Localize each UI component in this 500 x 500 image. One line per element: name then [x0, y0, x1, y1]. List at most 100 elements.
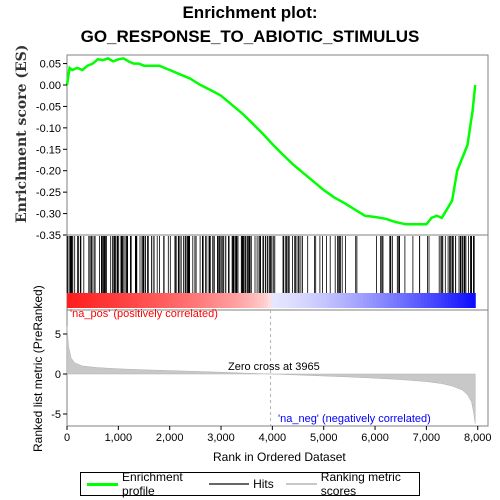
chart-title-line1: Enrichment plot: [182, 3, 318, 22]
neg-label: 'na_neg' (negatively correlated) [278, 413, 431, 425]
color-bar-segment [73, 293, 78, 308]
color-bar-segment [118, 293, 123, 308]
color-bar-segment [379, 293, 384, 308]
color-bar-segment [441, 293, 446, 308]
color-bar-segment [152, 293, 157, 308]
color-bar-segment [328, 293, 333, 308]
color-bar-segment [213, 293, 218, 308]
color-bar-segment [362, 293, 367, 308]
legend-es-swatch [87, 482, 119, 486]
x-tick-label: 0 [64, 432, 70, 444]
pos-label: 'na_pos' (positively correlated) [70, 308, 218, 320]
color-bar-segment [345, 293, 350, 308]
color-bar-segment [342, 293, 347, 308]
color-bar-segment [155, 293, 160, 308]
color-bar-segment [175, 293, 180, 308]
color-bar-segment [182, 293, 187, 308]
color-bar-segment [203, 293, 208, 308]
color-bar-segment [383, 293, 388, 308]
es-y-tick-label: -0.30 [36, 209, 61, 221]
es-y-tick-label: -0.10 [36, 123, 61, 135]
color-bar-segment [148, 293, 153, 308]
color-bar-segment [301, 293, 306, 308]
x-tick-label: 4,000 [259, 432, 287, 444]
color-bar-segment [97, 293, 102, 308]
es-y-tick-label: -0.35 [36, 230, 61, 242]
color-bar-segment [471, 293, 476, 308]
color-bar-segment [80, 293, 85, 308]
color-bar-segment [90, 293, 95, 308]
color-bar-segment [141, 293, 146, 308]
legend-hits-swatch [209, 483, 250, 485]
color-bar-segment [67, 293, 71, 308]
color-bar-segment [267, 293, 272, 308]
color-bar-segment [87, 293, 92, 308]
x-tick-label: 2,000 [156, 432, 184, 444]
color-bar-segment [369, 293, 374, 308]
ranking-y-tick-label: 0 [55, 369, 61, 381]
color-bar-segment [417, 293, 422, 308]
color-bar-segment [230, 293, 235, 308]
color-bar-segment [400, 293, 405, 308]
x-tick-label: 6,000 [361, 432, 389, 444]
color-bar-segment [264, 293, 269, 308]
color-bar-segment [447, 293, 452, 308]
color-bar-segment [407, 293, 412, 308]
color-bar-segment [165, 293, 170, 308]
color-bar-segment [458, 293, 463, 308]
color-bar-segment [424, 293, 429, 308]
color-bar-segment [257, 293, 262, 308]
legend-ranking-label: Ranking metric scores [320, 470, 401, 498]
color-bar-segment [420, 293, 425, 308]
color-bar-segment [158, 293, 163, 308]
color-bar-segment [308, 293, 313, 308]
color-bar-segment [396, 293, 401, 308]
color-bar-segment [277, 293, 282, 308]
color-bar-segment [335, 293, 340, 308]
color-bar-segment [274, 293, 279, 308]
color-bar-segment [216, 293, 221, 308]
color-bar-segment [390, 293, 395, 308]
legend: Enrichment profile Hits Ranking metric s… [80, 470, 420, 498]
es-y-tick-label: -0.15 [36, 144, 61, 156]
es-panel-frame [66, 54, 489, 236]
color-bar-segment [339, 293, 344, 308]
legend-item-hits: Hits [209, 477, 274, 491]
x-tick-label: 5,000 [310, 432, 338, 444]
color-bar-segment [413, 293, 418, 308]
color-bar-segment [104, 293, 109, 308]
ranking-color-bar [67, 293, 476, 308]
color-bar-segment [237, 293, 242, 308]
color-bar-segment [451, 293, 456, 308]
color-bar-segment [135, 293, 140, 308]
color-bar-segment [260, 293, 265, 308]
color-bar-segment [271, 293, 276, 308]
color-bar-segment [131, 293, 136, 308]
es-y-tick-label: -0.25 [36, 187, 61, 199]
color-bar-segment [162, 293, 167, 308]
color-bar-segment [386, 293, 391, 308]
color-bar-segment [356, 293, 361, 308]
color-bar-segment [220, 293, 225, 308]
color-bar-segment [169, 293, 174, 308]
color-bar-segment [403, 293, 408, 308]
es-y-tick-label: -0.05 [36, 101, 61, 113]
color-bar-segment [315, 293, 320, 308]
ranking-y-tick-label: -5 [51, 409, 61, 421]
x-tick-label: 1,000 [105, 432, 133, 444]
chart-title-line2: GO_RESPONSE_TO_ABIOTIC_STIMULUS [80, 27, 420, 46]
es-y-tick-label: 0.05 [40, 59, 61, 71]
es-y-axis-label: Enrichment score (ES) [14, 45, 30, 223]
color-bar-segment [322, 293, 327, 308]
color-bar-segment [393, 293, 398, 308]
color-bar-segment [352, 293, 357, 308]
color-bar-segment [410, 293, 415, 308]
ranking-metric-area [66, 325, 476, 424]
color-bar-segment [247, 293, 252, 308]
legend-es-label: Enrichment profile [122, 470, 183, 498]
color-bar-segment [461, 293, 466, 308]
ranking-y-ticks: 5 0 -5 [51, 329, 67, 421]
color-bar-segment [138, 293, 143, 308]
color-bar-segment [281, 293, 286, 308]
